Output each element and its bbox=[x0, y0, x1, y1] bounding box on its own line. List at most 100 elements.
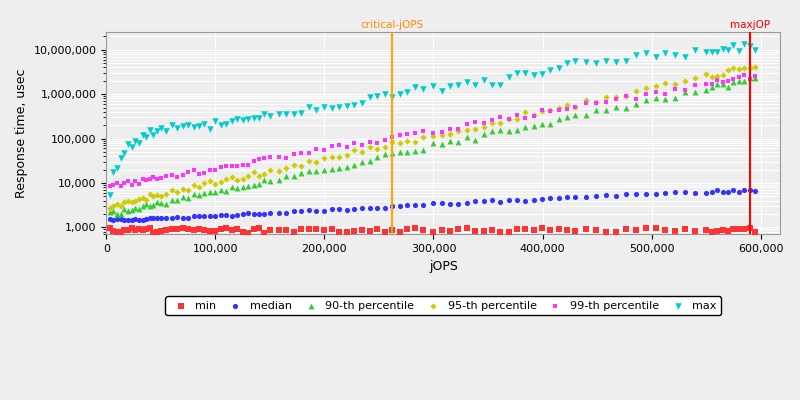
max bbox=[700, 49, 713, 56]
max bbox=[272, 111, 285, 117]
min bbox=[258, 229, 271, 236]
min bbox=[170, 226, 183, 232]
min bbox=[103, 225, 116, 232]
max bbox=[394, 91, 406, 98]
99-th percentile bbox=[154, 175, 167, 181]
max bbox=[230, 116, 243, 123]
95-th percentile bbox=[552, 105, 565, 112]
min bbox=[333, 229, 346, 236]
95-th percentile bbox=[203, 178, 216, 184]
95-th percentile bbox=[150, 192, 163, 198]
99-th percentile bbox=[469, 119, 482, 125]
min bbox=[535, 225, 548, 231]
min bbox=[705, 228, 718, 235]
median bbox=[110, 216, 123, 222]
90-th percentile bbox=[749, 74, 762, 81]
min bbox=[326, 226, 338, 232]
99-th percentile bbox=[226, 163, 238, 169]
max bbox=[136, 132, 149, 138]
max bbox=[590, 60, 602, 66]
max bbox=[103, 192, 116, 198]
95-th percentile bbox=[561, 102, 574, 108]
median bbox=[170, 214, 183, 220]
90-th percentile bbox=[722, 84, 734, 90]
90-th percentile bbox=[486, 128, 498, 135]
90-th percentile bbox=[716, 80, 729, 87]
max bbox=[209, 118, 222, 124]
95-th percentile bbox=[409, 139, 422, 145]
90-th percentile bbox=[710, 81, 723, 88]
99-th percentile bbox=[639, 90, 652, 97]
99-th percentile bbox=[310, 146, 323, 152]
95-th percentile bbox=[110, 201, 123, 208]
min bbox=[118, 227, 130, 233]
95-th percentile bbox=[743, 64, 756, 71]
95-th percentile bbox=[370, 146, 383, 152]
99-th percentile bbox=[203, 167, 216, 173]
max bbox=[469, 82, 482, 88]
max bbox=[561, 60, 574, 66]
95-th percentile bbox=[590, 99, 602, 105]
max bbox=[310, 107, 323, 114]
99-th percentile bbox=[727, 76, 740, 82]
max bbox=[187, 124, 200, 131]
min bbox=[154, 228, 167, 234]
median bbox=[154, 215, 167, 221]
max bbox=[486, 82, 498, 88]
99-th percentile bbox=[561, 106, 574, 112]
95-th percentile bbox=[659, 80, 672, 86]
min bbox=[679, 226, 692, 232]
95-th percentile bbox=[258, 170, 271, 177]
median bbox=[561, 194, 574, 200]
95-th percentile bbox=[716, 71, 729, 78]
90-th percentile bbox=[580, 112, 593, 118]
min bbox=[272, 227, 285, 234]
99-th percentile bbox=[733, 74, 746, 81]
99-th percentile bbox=[114, 182, 127, 189]
95-th percentile bbox=[160, 191, 173, 198]
min bbox=[700, 227, 713, 234]
min bbox=[110, 229, 123, 235]
min bbox=[544, 226, 557, 233]
min bbox=[214, 226, 227, 232]
95-th percentile bbox=[394, 139, 406, 146]
99-th percentile bbox=[295, 149, 308, 156]
99-th percentile bbox=[669, 85, 682, 92]
95-th percentile bbox=[610, 94, 622, 100]
99-th percentile bbox=[444, 126, 457, 132]
max bbox=[610, 59, 622, 66]
99-th percentile bbox=[302, 150, 315, 156]
99-th percentile bbox=[272, 153, 285, 160]
95-th percentile bbox=[133, 196, 146, 202]
95-th percentile bbox=[427, 133, 440, 139]
90-th percentile bbox=[348, 162, 361, 168]
90-th percentile bbox=[461, 134, 474, 140]
median bbox=[363, 205, 376, 211]
99-th percentile bbox=[569, 104, 582, 110]
median bbox=[590, 192, 602, 199]
max bbox=[220, 121, 233, 128]
99-th percentile bbox=[700, 81, 713, 87]
median bbox=[272, 210, 285, 216]
max bbox=[444, 83, 457, 89]
median bbox=[535, 196, 548, 202]
median bbox=[193, 213, 206, 220]
min bbox=[689, 228, 702, 234]
median bbox=[669, 189, 682, 195]
95-th percentile bbox=[649, 83, 662, 90]
max bbox=[302, 104, 315, 110]
95-th percentile bbox=[416, 134, 429, 140]
95-th percentile bbox=[386, 138, 398, 145]
90-th percentile bbox=[705, 83, 718, 90]
min bbox=[669, 228, 682, 235]
max bbox=[639, 50, 652, 57]
90-th percentile bbox=[416, 147, 429, 153]
min bbox=[435, 227, 448, 234]
median bbox=[253, 211, 266, 217]
95-th percentile bbox=[705, 74, 718, 80]
95-th percentile bbox=[679, 78, 692, 84]
median bbox=[318, 208, 330, 214]
95-th percentile bbox=[733, 66, 746, 73]
min bbox=[502, 229, 515, 235]
median bbox=[302, 207, 315, 214]
